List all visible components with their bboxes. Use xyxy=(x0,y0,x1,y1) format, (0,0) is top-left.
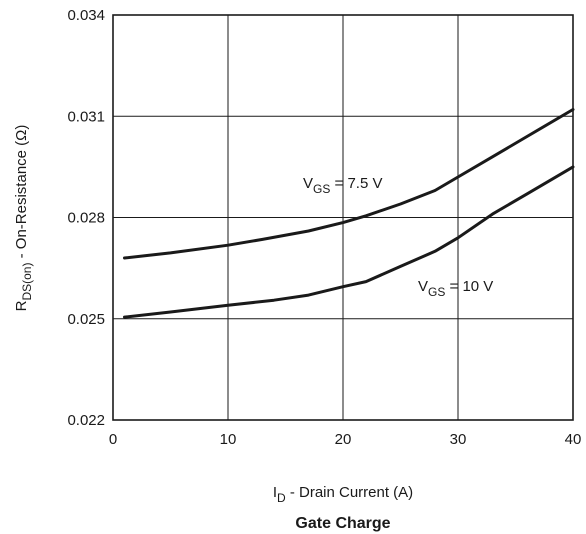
series-label-vgs-7-5-main: V xyxy=(303,175,313,192)
series-line-0 xyxy=(123,108,575,260)
series-label-vgs-10-sub: GS xyxy=(428,285,445,299)
y-tick-label: 0.034 xyxy=(67,7,105,24)
y-axis-label: RDS(on) - On-Resistance (Ω) xyxy=(13,125,34,312)
x-tick-label: 20 xyxy=(335,431,352,448)
chart-caption: Gate Charge xyxy=(295,515,390,532)
x-axis-label-sub: D xyxy=(277,491,286,505)
series-label-vgs-7-5: VGS = 7.5 V xyxy=(303,175,382,196)
y-axis-label-sub: DS(on) xyxy=(20,263,34,301)
y-axis-label-main: R xyxy=(13,300,30,311)
grid xyxy=(113,15,573,420)
x-tick-label: 10 xyxy=(220,431,237,448)
x-tick-label: 0 xyxy=(109,431,117,448)
x-axis-label: ID - Drain Current (A) xyxy=(273,484,413,505)
plot-frame xyxy=(112,14,574,421)
series-label-vgs-10: VGS = 10 V xyxy=(418,278,493,299)
series-group xyxy=(123,108,575,319)
x-axis-label-rest: - Drain Current (A) xyxy=(286,484,414,501)
series-label-vgs-7-5-rest: = 7.5 V xyxy=(330,175,382,192)
y-tick-label: 0.031 xyxy=(67,108,105,125)
y-tick-label: 0.025 xyxy=(67,311,105,328)
x-tick-label: 40 xyxy=(565,431,582,448)
x-axis-label-main: I xyxy=(273,484,277,501)
series-line-1 xyxy=(123,165,575,319)
tick-labels: 0 10 20 30 40 0.022 0.025 0.028 0.031 0.034 xyxy=(67,7,581,448)
y-tick-label: 0.022 xyxy=(67,412,105,429)
series-label-vgs-10-main: V xyxy=(418,278,428,295)
series-label-vgs-7-5-sub: GS xyxy=(313,182,330,196)
y-axis-label-rest: - On-Resistance (Ω) xyxy=(13,125,30,263)
x-tick-label: 30 xyxy=(450,431,467,448)
series-label-vgs-10-rest: = 10 V xyxy=(445,278,493,295)
y-tick-label: 0.028 xyxy=(67,210,105,227)
